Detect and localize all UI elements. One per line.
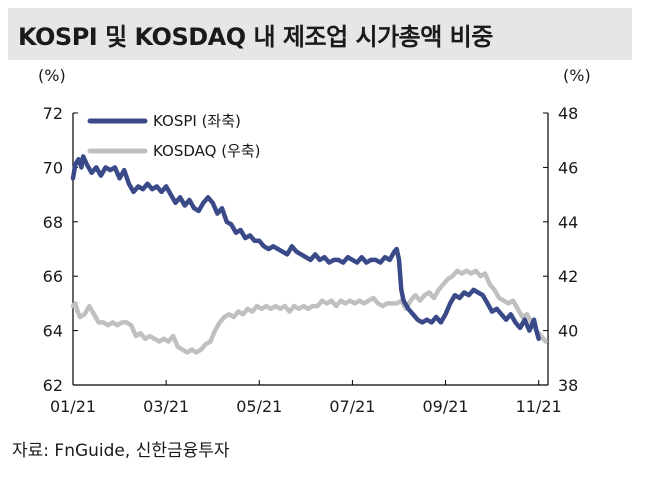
right-tick-label: 44: [558, 213, 578, 232]
right-tick-label: 42: [558, 267, 578, 286]
legend-kosdaq-label: KOSDAQ (우축): [153, 142, 261, 160]
title-bar: KOSPI 및 KOSDAQ 내 제조업 시가총액 비중: [8, 8, 632, 60]
left-tick-label: 70: [43, 158, 63, 177]
legend-kospi-label: KOSPI (좌축): [153, 112, 241, 130]
kosdaq-series-line: [70, 268, 548, 355]
left-tick-label: 62: [43, 376, 63, 395]
x-tick-label: 07/21: [329, 397, 375, 416]
chart-series: [70, 154, 548, 355]
left-tick-label: 72: [43, 104, 63, 123]
right-axis-unit: (%): [563, 66, 591, 85]
x-tick-label: 01/21: [50, 397, 96, 416]
left-tick-label: 64: [43, 322, 63, 341]
source-note: 자료: FnGuide, 신한금융투자: [12, 441, 230, 461]
x-tick-label: 03/21: [143, 397, 189, 416]
x-tick-label: 05/21: [236, 397, 282, 416]
left-tick-label: 68: [43, 213, 63, 232]
x-tick-label: 11/21: [516, 397, 562, 416]
chart-axes: 62 64 66 68 70 72 38 40 42 44 46 48 01/21 03/21 05/21 0…: [43, 104, 579, 416]
kospi-series-line: [70, 154, 541, 342]
right-tick-label: 46: [558, 158, 578, 177]
chart-legend: KOSPI (좌축) KOSDAQ (우축): [87, 112, 261, 160]
right-tick-label: 40: [558, 322, 578, 341]
right-tick-label: 38: [558, 376, 578, 395]
page-title: KOSPI 및 KOSDAQ 내 제조업 시가총액 비중: [18, 22, 493, 51]
x-tick-label: 09/21: [422, 397, 468, 416]
right-tick-label: 48: [558, 104, 578, 123]
left-axis-unit: (%): [38, 66, 66, 85]
left-tick-label: 66: [43, 267, 63, 286]
